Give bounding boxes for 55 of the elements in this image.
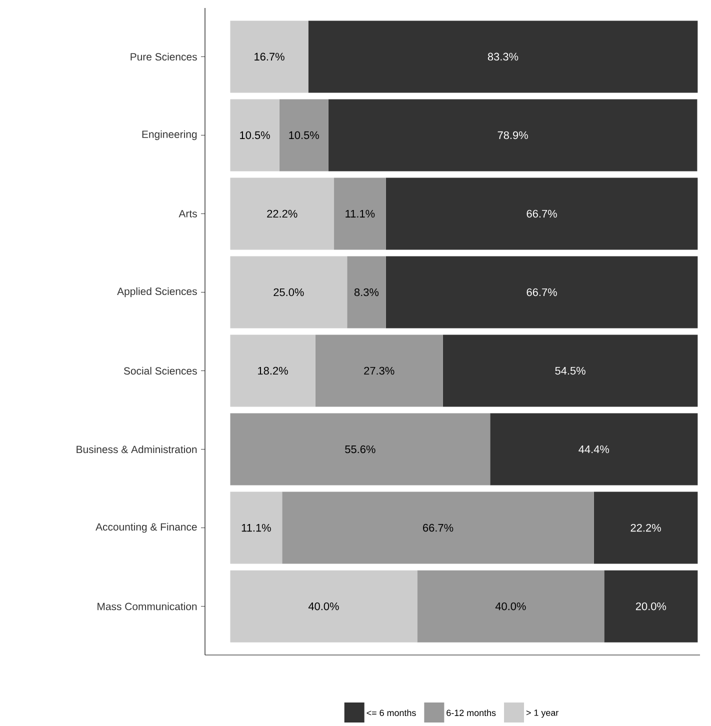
bar <box>442 334 698 407</box>
bar <box>315 334 443 407</box>
y-tick-label: Business & Administration <box>76 445 197 454</box>
data-label: 78.9% <box>498 131 528 140</box>
legend-label: 6-12 months <box>446 709 496 716</box>
data-label: 83.3% <box>488 52 518 61</box>
bar <box>282 492 594 564</box>
bar <box>308 20 698 93</box>
bar <box>230 334 316 407</box>
data-label: 40.0% <box>308 602 339 610</box>
bar <box>230 256 348 328</box>
legend-label: <= 6 months <box>366 709 416 716</box>
bar <box>604 570 698 642</box>
bar <box>328 99 698 172</box>
data-label: 25.0% <box>274 288 304 296</box>
bar <box>230 99 280 172</box>
data-label: 20.0% <box>636 602 666 610</box>
data-label: 22.2% <box>630 524 661 532</box>
bar <box>386 256 698 328</box>
bar <box>594 492 698 564</box>
bar <box>230 570 418 642</box>
data-label: 40.0% <box>495 602 526 610</box>
data-label: 55.6% <box>345 445 376 454</box>
data-label: 66.7% <box>526 210 557 218</box>
data-label: 10.5% <box>240 131 270 140</box>
y-tick-label: Engineering <box>142 130 197 140</box>
data-label: 18.2% <box>258 366 288 375</box>
data-label: 66.7% <box>526 288 557 296</box>
bar <box>334 178 386 250</box>
y-tick-label: Pure Sciences <box>130 52 197 61</box>
bar <box>230 413 490 486</box>
data-label: 66.7% <box>423 524 454 532</box>
data-label: 11.1% <box>242 524 271 532</box>
bar <box>417 570 604 642</box>
bar <box>230 492 282 564</box>
data-label: 44.4% <box>578 445 610 454</box>
data-label: 16.7% <box>254 52 284 61</box>
bar <box>230 20 308 93</box>
bar <box>230 178 334 250</box>
y-tick-label: Social Sciences <box>124 366 197 375</box>
data-label: 27.3% <box>364 366 394 375</box>
data-label: 11.1% <box>346 210 375 218</box>
y-tick-label: Mass Communication <box>98 602 197 610</box>
y-tick-label: Applied Sciences <box>117 287 197 298</box>
y-tick-label: Arts <box>178 210 197 218</box>
bar <box>347 256 386 328</box>
bar <box>386 178 698 250</box>
bar <box>490 413 698 486</box>
data-label: 54.5% <box>555 366 586 375</box>
legend-label: > 1 year <box>526 710 559 718</box>
y-tick-label: Accounting & Finance <box>96 522 197 533</box>
bar <box>279 99 328 172</box>
data-label: 10.5% <box>289 131 319 140</box>
data-label: 8.3% <box>354 288 379 296</box>
data-label: 22.2% <box>267 210 298 218</box>
